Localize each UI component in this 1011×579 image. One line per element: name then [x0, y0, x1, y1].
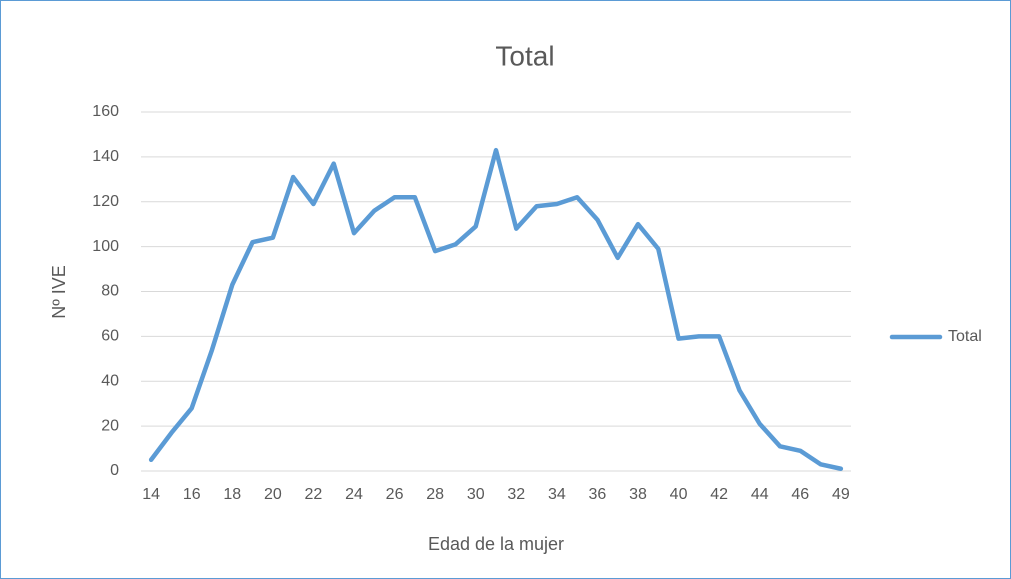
y-tick-label: 60 [101, 328, 119, 345]
y-tick-label: 120 [92, 193, 119, 210]
x-tick-label: 14 [142, 486, 160, 503]
x-tick-label: 28 [426, 486, 444, 503]
x-tick-label: 22 [305, 486, 323, 503]
x-tick-label: 30 [467, 486, 485, 503]
x-tick-label: 38 [629, 486, 647, 503]
chart-title: Total [495, 40, 554, 71]
x-tick-label: 42 [710, 486, 728, 503]
x-axis-label: Edad de la mujer [428, 534, 564, 554]
y-tick-label: 140 [92, 148, 119, 165]
x-tick-label: 36 [589, 486, 607, 503]
line [148, 147, 844, 472]
x-tick-label: 18 [223, 486, 241, 503]
y-axis-label: Nº IVE [49, 265, 69, 319]
y-tick-label: 160 [92, 103, 119, 120]
x-tick-label: 16 [183, 486, 201, 503]
x-tick-label: 46 [791, 486, 809, 503]
x-tick-label: 32 [507, 486, 525, 503]
y-tick-label: 80 [101, 283, 119, 300]
y-tick-label: 20 [101, 417, 119, 434]
x-tick-label: 26 [386, 486, 404, 503]
x-tick-label: 49 [832, 486, 850, 503]
y-tick-label: 0 [110, 462, 119, 479]
y-tick-label: 100 [92, 238, 119, 255]
legend-label: Total [948, 328, 982, 345]
x-tick-label: 34 [548, 486, 566, 503]
x-tick-label: 24 [345, 486, 363, 503]
x-tick-label: 44 [751, 486, 769, 503]
x-tick-label: 40 [670, 486, 688, 503]
y-tick-label: 40 [101, 372, 119, 389]
x-tick-label: 20 [264, 486, 282, 503]
